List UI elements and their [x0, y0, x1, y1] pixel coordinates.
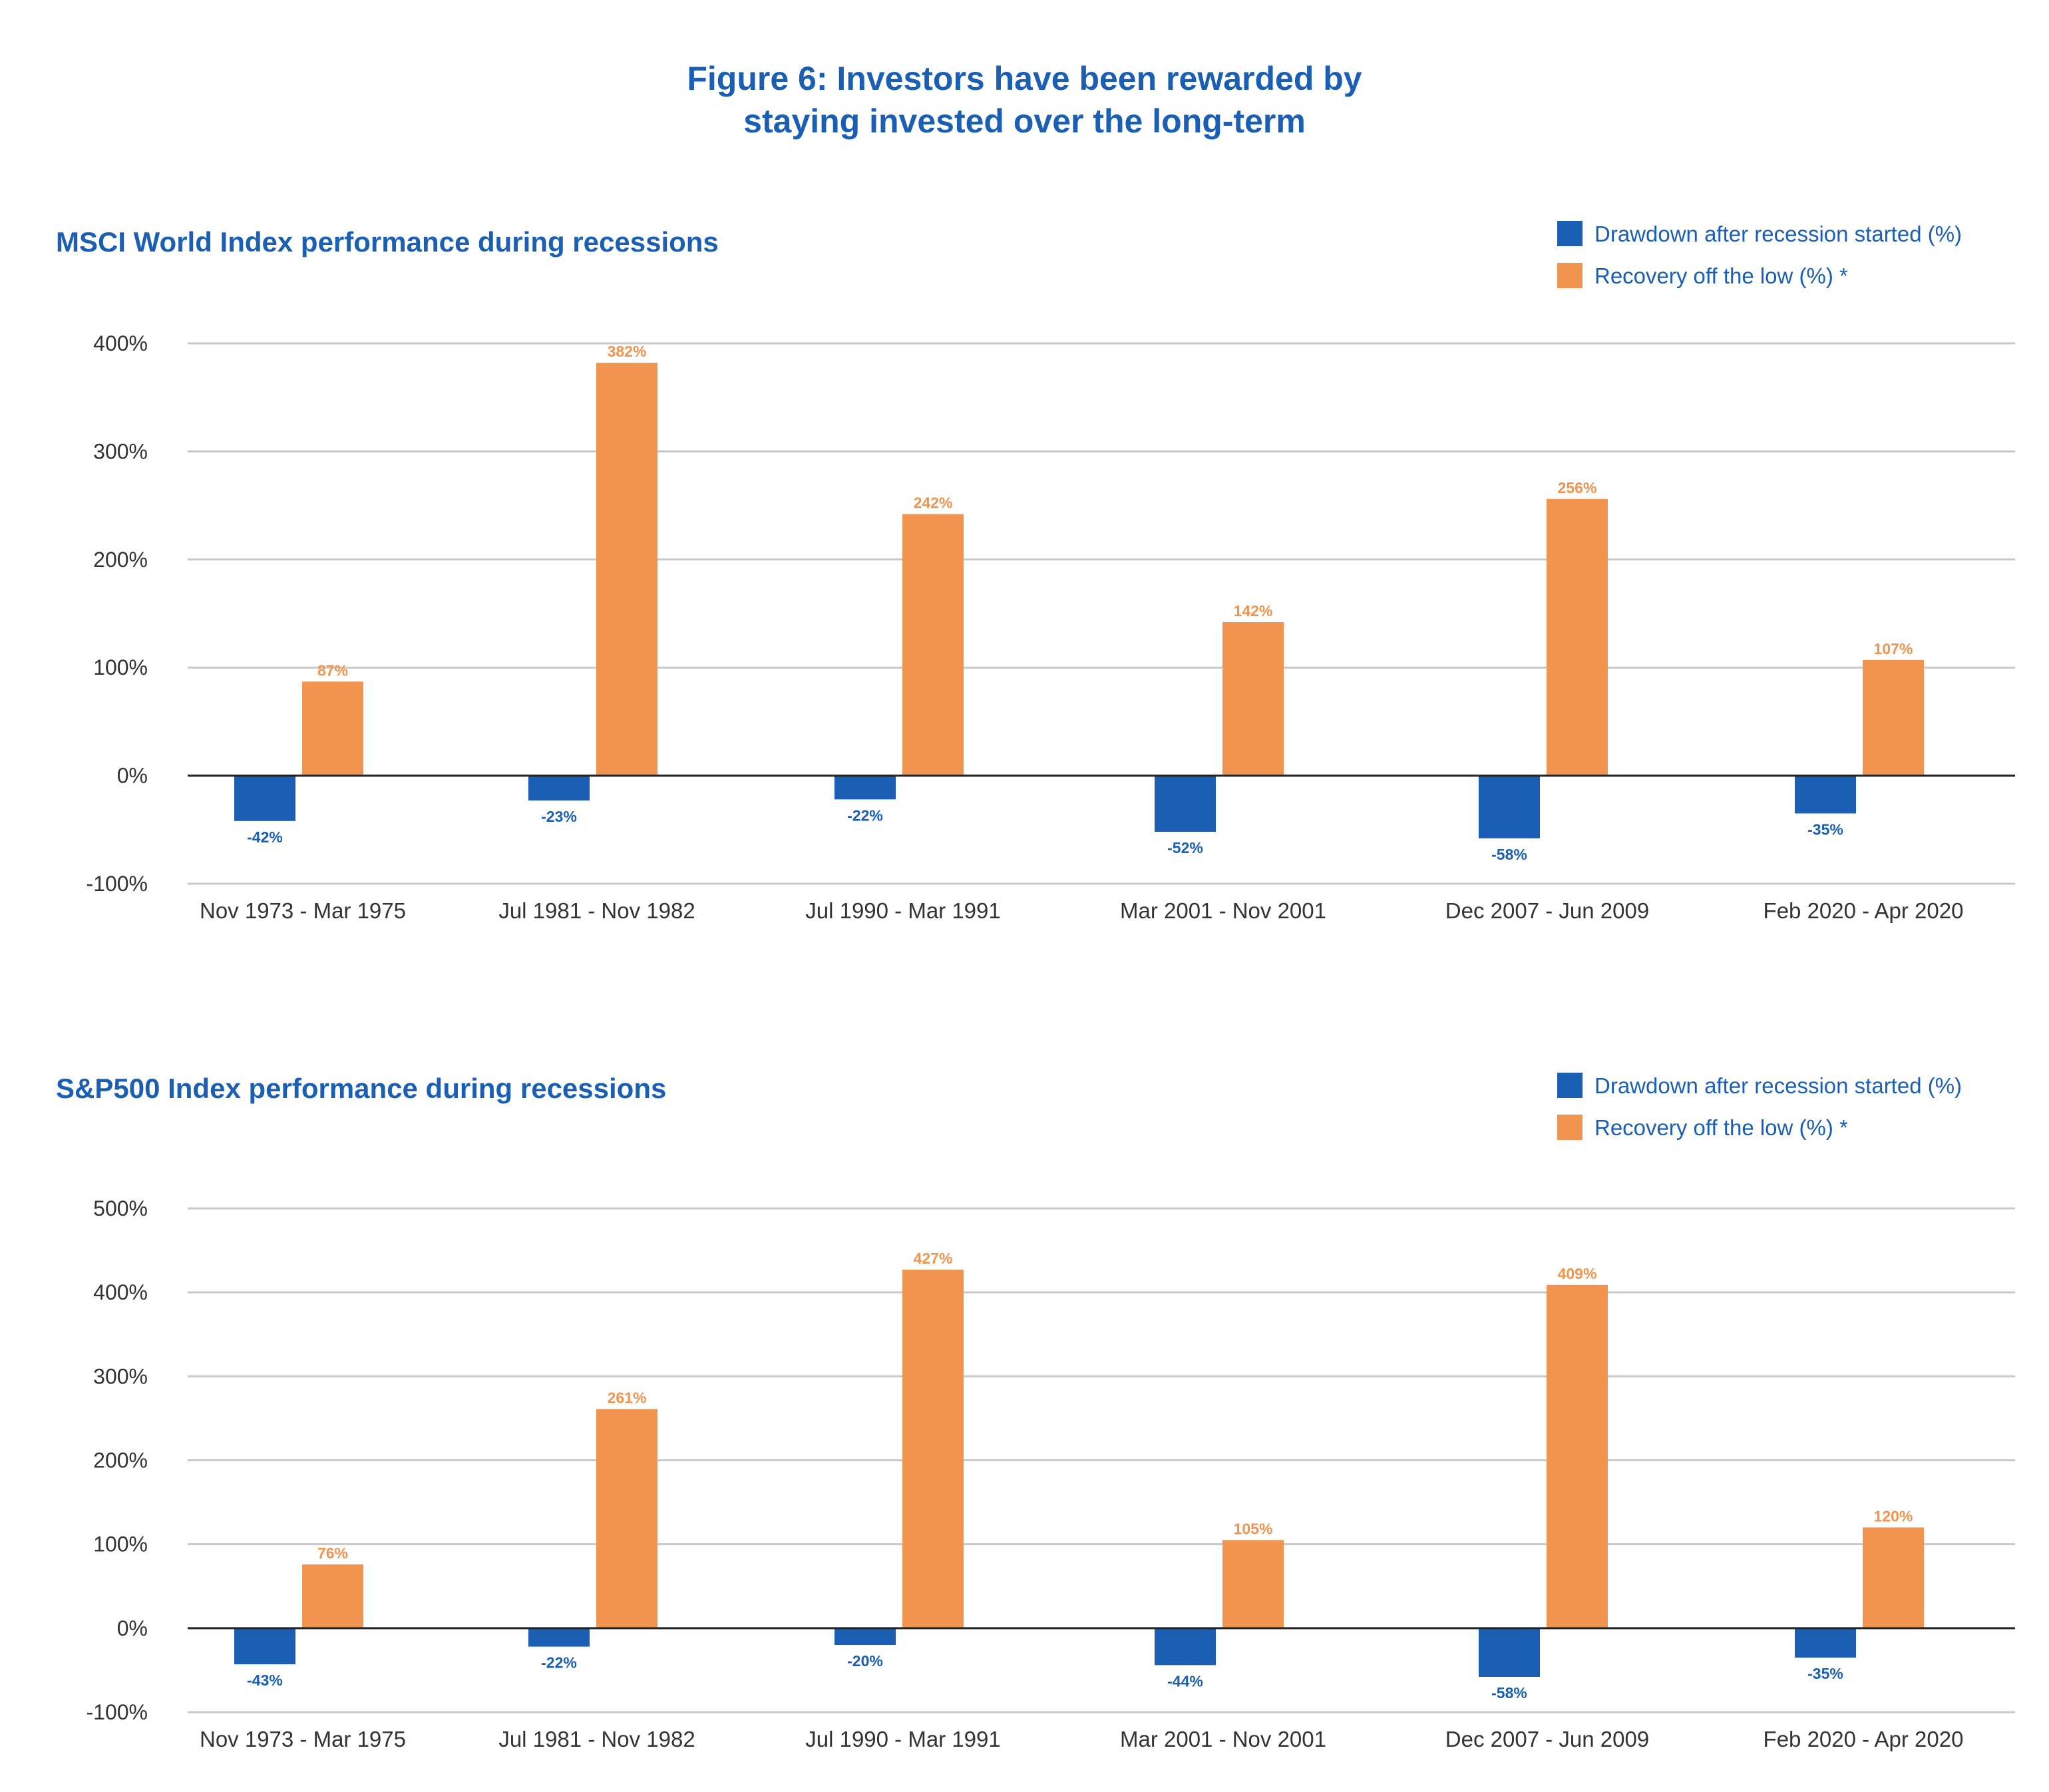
- figure-title-line-2: staying invested over the long-term: [743, 102, 1306, 140]
- chart-title: S&P500 Index performance during recessio…: [56, 1073, 666, 1104]
- recovery-value-label: 261%: [608, 1389, 647, 1407]
- recovery-bar: [1547, 1284, 1608, 1628]
- y-tick-label: 500%: [93, 1196, 148, 1220]
- x-category-label: Jul 1981 - Nov 1982: [498, 1727, 695, 1751]
- recovery-bar: [302, 681, 363, 776]
- y-tick-label: -100%: [87, 1700, 148, 1724]
- recovery-bar: [902, 514, 964, 776]
- y-tick-label: 300%: [93, 1364, 148, 1388]
- drawdown-value-label: -22%: [541, 1654, 577, 1672]
- recovery-value-label: 105%: [1234, 1520, 1273, 1537]
- drawdown-bar: [528, 775, 590, 801]
- drawdown-value-label: -35%: [1807, 820, 1843, 838]
- y-tick-label: 200%: [93, 548, 148, 572]
- legend-swatch-drawdown: [1557, 1073, 1583, 1098]
- x-category-label: Jul 1990 - Mar 1991: [805, 1727, 1001, 1751]
- drawdown-value-label: -42%: [247, 828, 283, 846]
- drawdown-value-label: -23%: [541, 808, 577, 825]
- figure-title-line-1: Figure 6: Investors have been rewarded b…: [687, 60, 1362, 97]
- recovery-value-label: 409%: [1558, 1265, 1597, 1282]
- legend-swatch-drawdown: [1557, 221, 1583, 246]
- recovery-value-label: 256%: [1558, 479, 1597, 496]
- y-tick-label: 0%: [117, 764, 148, 788]
- drawdown-bar: [528, 1628, 590, 1647]
- chart-title: MSCI World Index performance during rece…: [56, 226, 719, 258]
- y-tick-label: 100%: [93, 1532, 148, 1556]
- recovery-bar: [1863, 1527, 1924, 1628]
- recovery-value-label: 142%: [1234, 602, 1273, 620]
- recovery-bar: [596, 363, 657, 776]
- drawdown-value-label: -44%: [1167, 1672, 1203, 1690]
- figure-title: Figure 6: Investors have been rewarded b…: [0, 57, 2049, 142]
- x-category-label: Feb 2020 - Apr 2020: [1764, 1727, 1964, 1751]
- recovery-value-label: 242%: [914, 494, 953, 512]
- recovery-bar: [1222, 1540, 1284, 1628]
- x-category-label: Dec 2007 - Jun 2009: [1445, 1727, 1649, 1751]
- legend-swatch-recovery: [1557, 263, 1583, 288]
- y-tick-label: 200%: [93, 1449, 148, 1473]
- chart-1: MSCI World Index performance during rece…: [56, 221, 2015, 923]
- recovery-value-label: 76%: [317, 1544, 348, 1562]
- recovery-value-label: 107%: [1874, 640, 1913, 657]
- x-category-label: Feb 2020 - Apr 2020: [1764, 898, 1964, 923]
- legend-label-drawdown: Drawdown after recession started (%): [1594, 1073, 1962, 1098]
- y-tick-label: -100%: [87, 872, 148, 896]
- drawdown-value-label: -58%: [1491, 1684, 1527, 1702]
- y-tick-label: 100%: [93, 655, 148, 679]
- recovery-bar: [302, 1564, 363, 1628]
- chart-2: S&P500 Index performance during recessio…: [56, 1073, 2015, 1751]
- x-category-label: Nov 1973 - Mar 1975: [200, 898, 406, 923]
- drawdown-bar: [1795, 1628, 1856, 1658]
- drawdown-value-label: -58%: [1491, 846, 1527, 863]
- drawdown-bar: [835, 1628, 896, 1646]
- drawdown-bar: [1155, 1628, 1216, 1666]
- y-tick-label: 400%: [93, 331, 148, 355]
- recovery-value-label: 427%: [914, 1250, 953, 1267]
- drawdown-value-label: -52%: [1167, 839, 1203, 856]
- y-tick-label: 400%: [93, 1280, 148, 1304]
- x-category-label: Dec 2007 - Jun 2009: [1445, 898, 1649, 923]
- legend-label-recovery: Recovery off the low (%) *: [1594, 264, 1848, 288]
- drawdown-value-label: -22%: [847, 806, 883, 824]
- drawdown-bar: [234, 775, 295, 821]
- recovery-value-label: 382%: [608, 343, 647, 360]
- drawdown-bar: [1479, 775, 1540, 838]
- legend-swatch-recovery: [1557, 1115, 1583, 1140]
- x-category-label: Mar 2001 - Nov 2001: [1120, 1727, 1326, 1751]
- drawdown-value-label: -43%: [247, 1672, 283, 1689]
- x-category-label: Jul 1990 - Mar 1991: [805, 898, 1001, 923]
- x-category-label: Nov 1973 - Mar 1975: [200, 1727, 406, 1751]
- legend-label-recovery: Recovery off the low (%) *: [1594, 1115, 1848, 1140]
- recovery-bar: [596, 1409, 657, 1628]
- drawdown-bar: [835, 775, 896, 800]
- drawdown-bar: [1479, 1628, 1540, 1678]
- recovery-value-label: 87%: [317, 661, 348, 679]
- x-category-label: Jul 1981 - Nov 1982: [498, 898, 695, 923]
- drawdown-bar: [234, 1628, 295, 1665]
- recovery-bar: [1863, 659, 1924, 776]
- recovery-bar: [1547, 498, 1608, 776]
- legend-label-drawdown: Drawdown after recession started (%): [1594, 222, 1962, 246]
- recovery-value-label: 120%: [1874, 1507, 1913, 1524]
- drawdown-value-label: -20%: [847, 1652, 883, 1670]
- y-tick-label: 300%: [93, 439, 148, 463]
- x-category-label: Mar 2001 - Nov 2001: [1120, 898, 1326, 923]
- drawdown-value-label: -35%: [1807, 1665, 1843, 1682]
- drawdown-bar: [1795, 775, 1856, 814]
- drawdown-bar: [1155, 775, 1216, 832]
- recovery-bar: [902, 1270, 964, 1628]
- y-tick-label: 0%: [117, 1616, 148, 1640]
- recovery-bar: [1222, 622, 1284, 776]
